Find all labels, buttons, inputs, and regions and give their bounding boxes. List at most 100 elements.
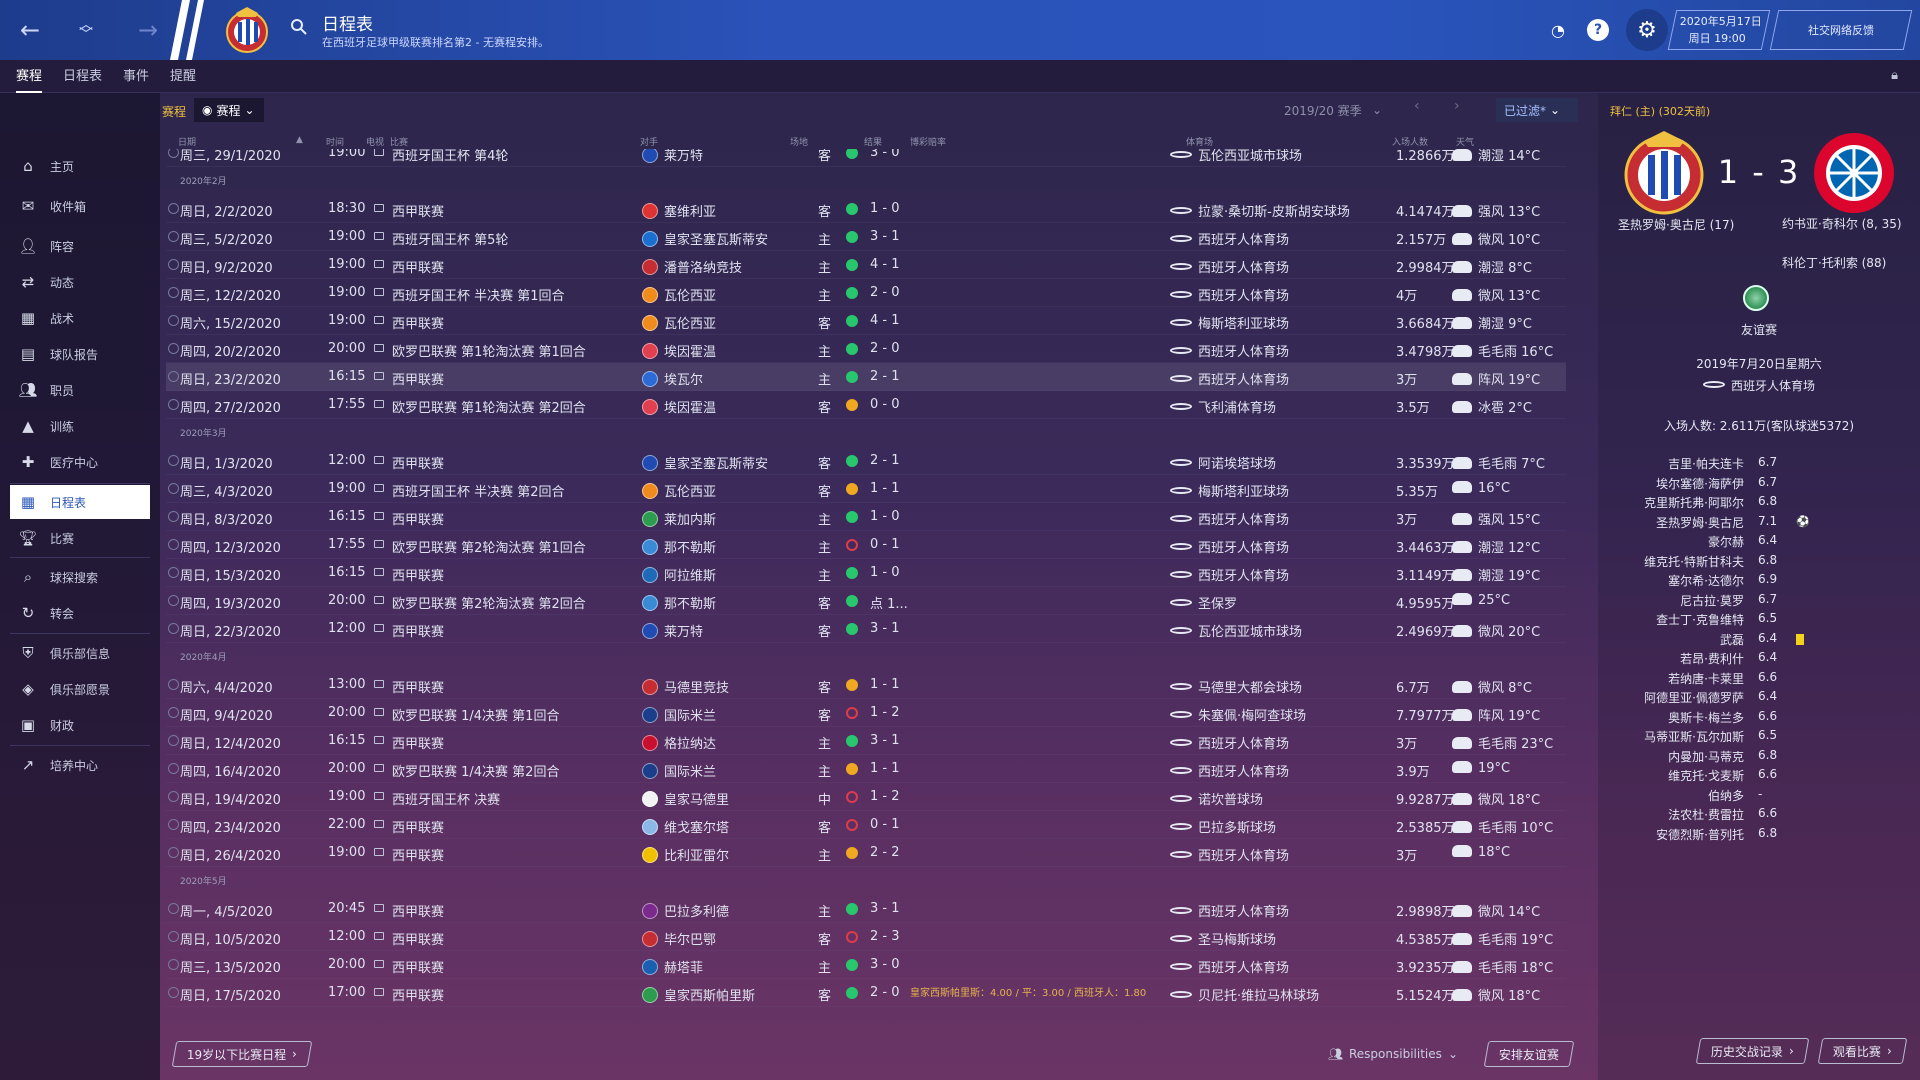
opponent[interactable]: 那不勒斯 [642, 537, 716, 556]
opponent[interactable]: 马德里竞技 [642, 677, 729, 696]
result[interactable]: 2 - 1 [870, 369, 900, 384]
competition[interactable]: 西甲联赛 [392, 261, 445, 276]
opponent[interactable]: 皇家圣塞瓦斯蒂安 [642, 229, 768, 248]
col-date[interactable]: 日期 [178, 138, 197, 148]
result[interactable]: 1 - 0 [870, 201, 900, 216]
row-select-radio[interactable] [168, 399, 179, 410]
competition[interactable]: 西甲联赛 [392, 989, 445, 1004]
row-select-radio[interactable] [168, 371, 179, 382]
opponent[interactable]: 潘普洛纳竞技 [642, 257, 742, 276]
opponent[interactable]: 那不勒斯 [642, 593, 716, 612]
sidebar-item-staff[interactable]: 👥︎ 职员 [10, 373, 150, 407]
filter-dropdown[interactable]: 已过滤* ⌄ [1496, 98, 1578, 122]
competition[interactable]: 西班牙国王杯 第5轮 [392, 233, 509, 248]
opponent[interactable]: 国际米兰 [642, 705, 716, 724]
competition[interactable]: 西甲联赛 [392, 681, 445, 696]
col-tv[interactable]: 电视 [366, 138, 385, 148]
player-rating-row[interactable]: 圣热罗姆·奥古尼 7.1 ⚽ [1598, 514, 1920, 533]
competition[interactable]: 欧罗巴联赛 1/4决赛 第1回合 [392, 709, 560, 724]
table-row[interactable]: 周日, 17/5/2020 17:00 西甲联赛 皇家西斯帕里斯 客 2 - 0 贝尼托·维… [166, 979, 1566, 1007]
result[interactable]: 3 - 1 [870, 733, 900, 748]
competition[interactable]: 西甲联赛 [392, 373, 445, 388]
result[interactable]: 0 - 1 [870, 537, 900, 552]
opponent[interactable]: 阿拉维斯 [642, 565, 716, 584]
result[interactable]: 2 - 0 [870, 341, 900, 356]
player-rating-row[interactable]: 维克托·特斯甘科夫 6.8 [1598, 553, 1920, 572]
sidebar-item-team-report[interactable]: ▤ 球队报告 [10, 337, 150, 371]
player-rating-row[interactable]: 法农杜·费雷拉 6.6 [1598, 806, 1920, 825]
next-season-icon[interactable]: › [1454, 98, 1460, 114]
row-select-radio[interactable] [168, 903, 179, 914]
lock-icon[interactable]: 🔒︎ [1891, 68, 1898, 83]
table-row[interactable]: 周六, 4/4/2020 13:00 西甲联赛 马德里竞技 客 1 - 1 马德里大都会球场… [166, 671, 1566, 699]
u19-fixtures-button[interactable]: 19岁以下比赛日程 › [171, 1041, 313, 1067]
opponent[interactable]: 瓦伦西亚 [642, 285, 716, 304]
col-stadium[interactable]: 体育场 [1186, 138, 1214, 148]
table-row[interactable]: 周一, 4/5/2020 20:45 西甲联赛 巴拉多利德 主 3 - 1 西班牙人体育场 2… [166, 895, 1566, 923]
table-row[interactable]: 周四, 23/4/2020 22:00 西甲联赛 维戈塞尔塔 客 0 - 1 巴拉多斯球场 2… [166, 811, 1566, 839]
competition[interactable]: 欧罗巴联赛 第1轮淘汰赛 第1回合 [392, 345, 586, 360]
opponent[interactable]: 维戈塞尔塔 [642, 817, 729, 836]
player-rating-row[interactable]: 阿德里亚·佩德罗萨 6.4 [1598, 689, 1920, 708]
bayern-crest-icon[interactable] [1810, 129, 1898, 217]
sidebar-item-training[interactable]: ▲ 训练 [10, 409, 150, 443]
table-row[interactable]: 周三, 4/3/2020 19:00 西班牙国王杯 半决赛 第2回合 瓦伦西亚 客 1 -… [166, 475, 1566, 503]
opponent[interactable]: 塞维利亚 [642, 201, 716, 220]
away-scorer[interactable]: 约书亚·奇科尔 (8, 35) [1782, 217, 1902, 231]
competition[interactable]: 西甲联赛 [392, 625, 445, 640]
row-select-radio[interactable] [168, 959, 179, 970]
row-select-radio[interactable] [168, 231, 179, 242]
row-select-radio[interactable] [168, 987, 179, 998]
opponent[interactable]: 莱加内斯 [642, 509, 716, 528]
opponent[interactable]: 皇家马德里 [642, 789, 729, 808]
result[interactable]: 3 - 0 [870, 957, 900, 972]
competition[interactable]: 西甲联赛 [392, 317, 445, 332]
col-attendance[interactable]: 入场人数 [1392, 138, 1429, 148]
table-row[interactable]: 周四, 16/4/2020 20:00 欧罗巴联赛 1/4决赛 第2回合 国际米兰 主 1… [166, 755, 1566, 783]
sidebar-item-scouting[interactable]: ⌕ 球探搜索 [10, 560, 150, 594]
result[interactable]: 2 - 3 [870, 929, 900, 944]
updown-chevron-icon[interactable]: ︿ ﹀ [79, 17, 93, 43]
player-rating-row[interactable]: 豪尔赫 6.4 [1598, 533, 1920, 552]
tab-calendar[interactable]: 日程表 [63, 69, 103, 84]
player-rating-row[interactable]: 奥斯卡·梅兰多 6.6 [1598, 709, 1920, 728]
season-dropdown[interactable]: 2019/20 赛季 ⌄ [1278, 98, 1388, 122]
result[interactable]: 0 - 1 [870, 817, 900, 832]
sidebar-item-squad[interactable]: 👤︎ 阵容 [10, 229, 150, 263]
row-select-radio[interactable] [168, 315, 179, 326]
row-select-radio[interactable] [168, 931, 179, 942]
row-select-radio[interactable] [168, 847, 179, 858]
col-odds[interactable]: 博彩赔率 [910, 138, 947, 148]
player-rating-row[interactable]: 吉里·帕夫连卡 6.7 [1598, 455, 1920, 474]
opponent[interactable]: 国际米兰 [642, 761, 716, 780]
sort-icon[interactable]: ▲ [296, 135, 303, 145]
competition-name[interactable]: 友谊赛 [1740, 323, 1777, 337]
watch-match-button[interactable]: 观看比赛 › [1817, 1038, 1908, 1064]
opponent[interactable]: 莱万特 [642, 149, 703, 164]
result[interactable]: 3 - 1 [870, 621, 900, 636]
col-weather[interactable]: 天气 [1456, 138, 1475, 148]
table-row[interactable]: 周日, 26/4/2020 19:00 西甲联赛 比利亚雷尔 主 2 - 2 西班牙人体育场… [166, 839, 1566, 867]
tab-fixtures[interactable]: 赛程 [16, 60, 43, 93]
sidebar-item-schedule[interactable]: ▦ 日程表 [10, 485, 150, 519]
result[interactable]: 3 - 0 [870, 149, 900, 160]
arrange-friendly-button[interactable]: 安排友谊赛 [1483, 1041, 1575, 1067]
brain-icon[interactable]: ◔ [1551, 20, 1565, 40]
table-row[interactable]: 周日, 8/3/2020 16:15 西甲联赛 莱加内斯 主 1 - 0 西班牙人体育场 3万… [166, 503, 1566, 531]
result[interactable]: 1 - 0 [870, 509, 900, 524]
player-rating-row[interactable]: 维克托·戈麦斯 6.6 [1598, 767, 1920, 786]
result[interactable]: 1 - 1 [870, 481, 900, 496]
history-button[interactable]: 历史交战记录 › [1695, 1038, 1810, 1064]
table-row[interactable]: 周三, 12/2/2020 19:00 西班牙国王杯 半决赛 第1回合 瓦伦西亚 主 2 … [166, 279, 1566, 307]
away-scorer[interactable]: 科伦丁·托利索 (88) [1782, 256, 1887, 270]
table-row[interactable]: 周三, 5/2/2020 19:00 西班牙国王杯 第5轮 皇家圣塞瓦斯蒂安 主 3 - … [166, 223, 1566, 251]
opponent[interactable]: 皇家圣塞瓦斯蒂安 [642, 453, 768, 472]
forward-arrow-icon[interactable]: → [137, 16, 159, 44]
row-select-radio[interactable] [168, 287, 179, 298]
result[interactable]: 3 - 1 [870, 229, 900, 244]
club-crest-icon[interactable] [222, 5, 272, 55]
table-row[interactable]: 周日, 15/3/2020 16:15 西甲联赛 阿拉维斯 主 1 - 0 西班牙人体育场 3… [166, 559, 1566, 587]
table-row[interactable]: 周四, 19/3/2020 20:00 欧罗巴联赛 第2轮淘汰赛 第2回合 那不勒斯 客… [166, 587, 1566, 615]
competition[interactable]: 欧罗巴联赛 第2轮淘汰赛 第2回合 [392, 597, 586, 612]
row-select-radio[interactable] [168, 595, 179, 606]
